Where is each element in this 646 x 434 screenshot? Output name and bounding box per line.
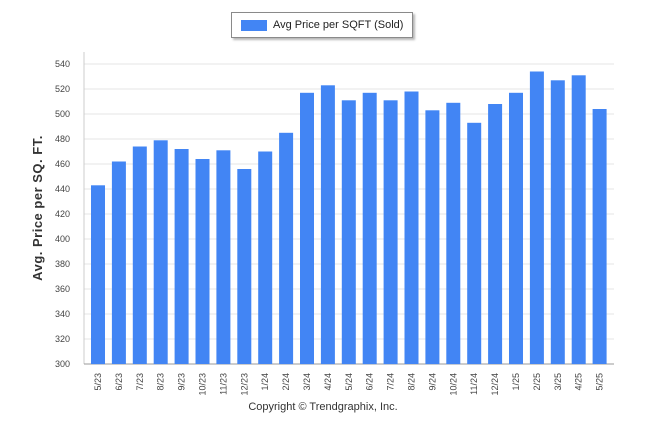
bar: [425, 110, 440, 365]
bar: [174, 149, 189, 364]
bar: [300, 92, 314, 365]
bar: [153, 140, 168, 365]
x-tick-label: 6/24: [365, 373, 375, 391]
bar: [132, 146, 147, 364]
y-tick-label: 440: [55, 184, 70, 194]
x-tick-label: 2/25: [532, 373, 542, 391]
bar-chart: 300 320 340 360 380 400 420 440 460 480 500 520 540 A…: [30, 52, 614, 396]
y-axis-label: Avg. Price per SQ. FT.: [30, 135, 45, 281]
bar: [509, 92, 523, 365]
bar: [467, 122, 482, 365]
x-tick-label: 7/23: [135, 373, 145, 391]
y-tick-label: 380: [55, 259, 70, 269]
y-tick-label: 540: [55, 59, 70, 69]
y-tick-label: 300: [55, 359, 70, 369]
legend-label: Avg Price per SQFT (Sold): [273, 19, 404, 31]
y-tick-label: 520: [55, 84, 70, 94]
x-tick-label: 3/24: [302, 373, 312, 391]
y-tick-label: 360: [55, 284, 70, 294]
bar: [550, 80, 565, 365]
x-tick-label: 5/24: [344, 373, 354, 391]
y-tick-label: 340: [55, 309, 70, 319]
bar: [592, 109, 607, 364]
bar: [341, 100, 356, 365]
x-tick-label: 5/25: [595, 373, 605, 391]
x-tick-label: 9/24: [427, 373, 437, 391]
bar: [258, 151, 273, 364]
bar: [279, 132, 294, 365]
bar: [111, 161, 126, 364]
bar: [529, 71, 544, 364]
bar: [446, 102, 461, 365]
x-tick-label: 9/23: [177, 373, 187, 391]
y-tick-label: 400: [55, 234, 70, 244]
y-tick-label: 500: [55, 109, 70, 119]
bar: [91, 185, 105, 365]
x-tick-label: 12/23: [239, 373, 249, 396]
x-tick-label: 8/24: [407, 373, 417, 391]
bar: [488, 104, 503, 364]
x-tick-label: 4/24: [323, 373, 333, 391]
copyright-text: Copyright © Trendgraphix, Inc.: [248, 401, 398, 413]
bar: [571, 75, 586, 365]
x-tick-label: 10/24: [448, 373, 458, 396]
x-tick-label: 10/23: [198, 373, 208, 396]
y-tick-label: 320: [55, 334, 70, 344]
x-tick-label: 3/25: [553, 373, 563, 391]
y-tick-label: 420: [55, 209, 70, 219]
x-tick-label: 5/23: [93, 373, 103, 391]
legend-swatch: [241, 19, 267, 31]
x-tick-label: 11/24: [469, 373, 479, 395]
bar: [320, 85, 335, 365]
y-tick-label: 460: [55, 159, 70, 169]
y-tick-label: 480: [55, 134, 70, 144]
bar: [237, 169, 252, 364]
bar: [362, 92, 377, 365]
x-tick-label: 11/23: [218, 373, 228, 395]
chart-legend: Avg Price per SQFT (Sold): [231, 12, 413, 38]
bar: [216, 150, 231, 365]
x-tick-label: 1/25: [511, 373, 521, 391]
x-tick-label: 1/24: [260, 373, 270, 391]
x-tick-label: 2/24: [281, 373, 291, 391]
bar: [383, 100, 398, 365]
x-tick-label: 7/24: [386, 373, 396, 391]
x-tick-label: 12/24: [490, 373, 500, 396]
bar: [195, 159, 210, 364]
x-tick-label: 4/25: [574, 373, 584, 391]
x-tick-label: 6/23: [114, 373, 124, 391]
x-tick-label: 8/23: [156, 373, 166, 391]
bar: [404, 91, 419, 364]
